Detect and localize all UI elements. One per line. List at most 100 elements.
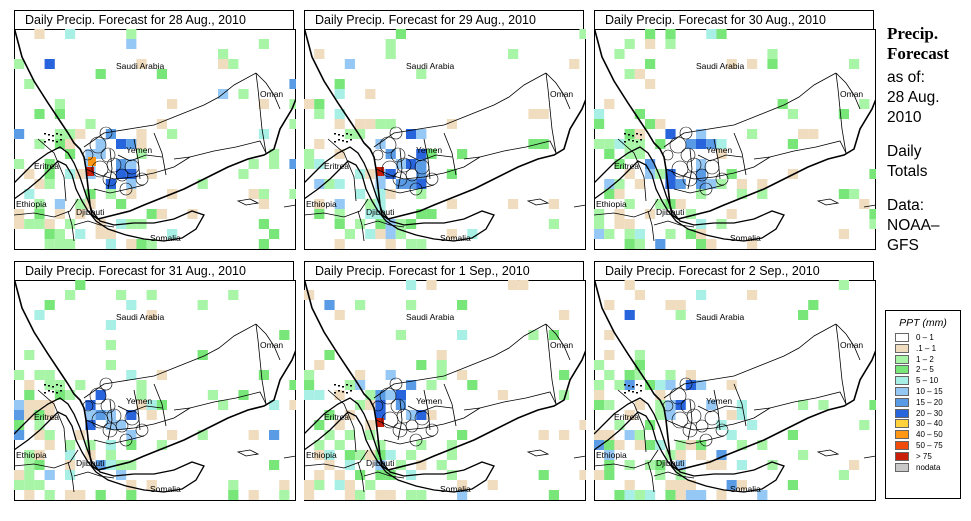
precip-cell — [218, 400, 229, 410]
precip-cell — [614, 49, 625, 59]
island-dot — [624, 133, 626, 135]
precip-cell — [838, 470, 849, 480]
africa-coastline — [304, 397, 495, 493]
precip-cell — [248, 490, 259, 500]
country-label: Saudi Arabia — [116, 61, 164, 71]
precip-cell — [365, 480, 376, 490]
precip-cell — [146, 410, 157, 420]
island-dot — [636, 392, 638, 394]
border-line — [397, 148, 403, 190]
asof-label: as of: — [887, 69, 925, 86]
border-line — [463, 391, 557, 411]
precip-cell — [508, 280, 519, 290]
district-outline — [425, 172, 439, 186]
precip-cell — [446, 470, 457, 480]
precip-cell — [518, 280, 529, 290]
precip-cell — [65, 29, 76, 39]
precip-cell — [604, 179, 615, 189]
map: Saudi Arabia Oman Yemen Eritrea Ethiopia Djib… — [594, 29, 876, 250]
precip-cell — [279, 490, 290, 500]
precip-cell — [167, 430, 178, 440]
border-line — [463, 140, 557, 160]
precip-cell — [426, 280, 437, 290]
precip-cell — [126, 490, 137, 500]
district-outline — [405, 419, 419, 433]
border-line — [14, 449, 79, 469]
precip-cell — [645, 380, 656, 390]
precip-cell — [385, 490, 396, 500]
precip-cell — [385, 450, 396, 460]
island-dot — [44, 384, 46, 386]
precip-cell — [736, 179, 747, 189]
precip-cell — [716, 179, 727, 189]
precip-cell — [334, 209, 345, 219]
legend-label: 40 – 50 — [916, 430, 943, 440]
country-label: Djibouti — [656, 207, 684, 217]
precip-cell — [334, 420, 345, 430]
legend-label: > 75 — [916, 451, 932, 461]
precip-cell — [85, 119, 96, 129]
precip-cell — [594, 209, 605, 219]
precip-cell — [34, 430, 45, 440]
precip-cell — [604, 330, 615, 340]
precip-cell — [258, 129, 269, 139]
precip-cell — [105, 360, 116, 370]
asof-date: 28 Aug. — [887, 89, 940, 106]
precip-cell — [685, 229, 696, 239]
precip-cell — [395, 229, 406, 239]
precip-cell — [426, 149, 437, 159]
legend-item: 10 – 15 — [886, 386, 960, 398]
precip-cell — [304, 390, 315, 400]
precip-cell — [355, 470, 366, 480]
precip-cell — [289, 380, 296, 390]
precip-cell — [14, 219, 25, 229]
precip-cell — [594, 229, 605, 239]
precip-cell — [604, 189, 615, 199]
precip-cell — [634, 229, 645, 239]
precip-cell — [65, 290, 76, 300]
district-outline — [119, 433, 133, 447]
precip-cell — [559, 390, 570, 400]
precip-cell — [65, 139, 76, 149]
precip-cell — [355, 219, 366, 229]
country-label: Saudi Arabia — [696, 61, 744, 71]
precip-cell — [34, 109, 45, 119]
legend-swatch — [895, 419, 909, 429]
precip-cell — [446, 229, 457, 239]
precip-cell — [44, 440, 55, 450]
country-label: Somalia — [730, 484, 761, 494]
precip-cell — [344, 129, 355, 139]
precip-cell — [624, 149, 635, 159]
precip-cell — [34, 219, 45, 229]
legend-swatch — [895, 408, 909, 418]
precip-cell — [355, 300, 366, 310]
precip-cell — [269, 149, 280, 159]
border-line — [67, 461, 75, 493]
precip-cell — [197, 350, 208, 360]
precip-cell — [24, 350, 35, 360]
precip-cell — [269, 229, 280, 239]
country-label: Djibouti — [366, 458, 394, 468]
island-dot — [636, 384, 638, 386]
panel-title: Daily Precip. Forecast for 1 Sep., 2010 — [304, 261, 584, 280]
border-line — [373, 323, 547, 399]
precip-cell — [787, 480, 798, 490]
precip-cell — [126, 480, 137, 490]
country-label: Somalia — [150, 484, 181, 494]
precip-cell — [665, 370, 676, 380]
precip-cell — [624, 219, 635, 229]
precip-cell — [436, 370, 447, 380]
precip-cell — [624, 39, 635, 49]
country-label: Oman — [260, 340, 283, 350]
border-line — [545, 72, 557, 154]
precip-cell — [344, 430, 355, 440]
precip-cell — [594, 390, 605, 400]
country-label: Ethiopia — [306, 450, 337, 460]
border-line — [545, 323, 557, 405]
precip-cell — [665, 129, 676, 139]
precip-cell — [604, 99, 615, 109]
border-line — [423, 138, 431, 180]
map: Saudi Arabia Oman Yemen Eritrea Ethiopia Djib… — [14, 280, 296, 501]
island-dot — [60, 134, 62, 136]
island-outline — [283, 204, 296, 208]
